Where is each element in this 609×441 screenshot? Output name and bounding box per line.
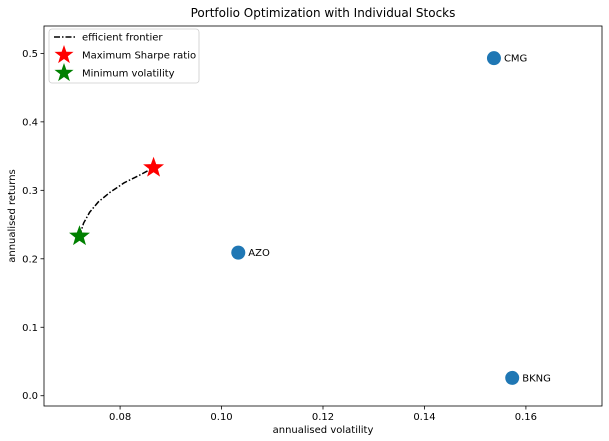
- x-tick-label: 0.12: [312, 412, 334, 423]
- legend-frontier-label: efficient frontier: [82, 33, 163, 44]
- y-tick-label: 0.3: [22, 186, 38, 197]
- legend-min-vol-label: Minimum volatility: [82, 69, 175, 80]
- min-volatility-star: [69, 225, 90, 246]
- legend-max-sharpe-label: Maximum Sharpe ratio: [82, 51, 196, 62]
- y-axis-label: annualised returns: [7, 169, 18, 263]
- stock-label-bkng: BKNG: [522, 373, 551, 384]
- chart-title: Portfolio Optimization with Individual S…: [191, 6, 456, 20]
- x-tick-label: 0.10: [210, 412, 232, 423]
- x-tick-label: 0.14: [413, 412, 435, 423]
- x-axis: 0.08 0.10 0.12 0.14 0.16: [109, 406, 537, 423]
- legend: efficient frontier Maximum Sharpe ratio …: [48, 28, 200, 84]
- legend-box: [48, 28, 200, 84]
- y-tick-label: 0.2: [22, 254, 38, 265]
- y-tick-label: 0.4: [22, 117, 38, 128]
- stock-label-azo: AZO: [248, 248, 270, 259]
- x-axis-label: annualised volatility: [273, 425, 374, 436]
- x-tick-label: 0.16: [515, 412, 537, 423]
- x-tick-label: 0.08: [109, 412, 131, 423]
- legend-max-sharpe-star: [54, 45, 74, 64]
- y-tick-label: 0.1: [22, 323, 38, 334]
- y-axis: 0.0 0.1 0.2 0.3 0.4 0.5: [22, 49, 44, 402]
- max-sharpe-star: [143, 156, 165, 177]
- y-tick-label: 0.5: [22, 49, 38, 60]
- stock-point-azo: [231, 245, 246, 260]
- y-tick-label: 0.0: [22, 391, 38, 402]
- efficient-frontier-line: [78, 167, 154, 237]
- plot-area: CMG AZO BKNG: [69, 51, 551, 385]
- stock-label-cmg: CMG: [504, 54, 527, 65]
- plot-frame: [43, 25, 603, 407]
- legend-min-vol-star: [54, 63, 74, 82]
- stock-point-bkng: [505, 370, 520, 385]
- stock-point-cmg: [486, 51, 501, 66]
